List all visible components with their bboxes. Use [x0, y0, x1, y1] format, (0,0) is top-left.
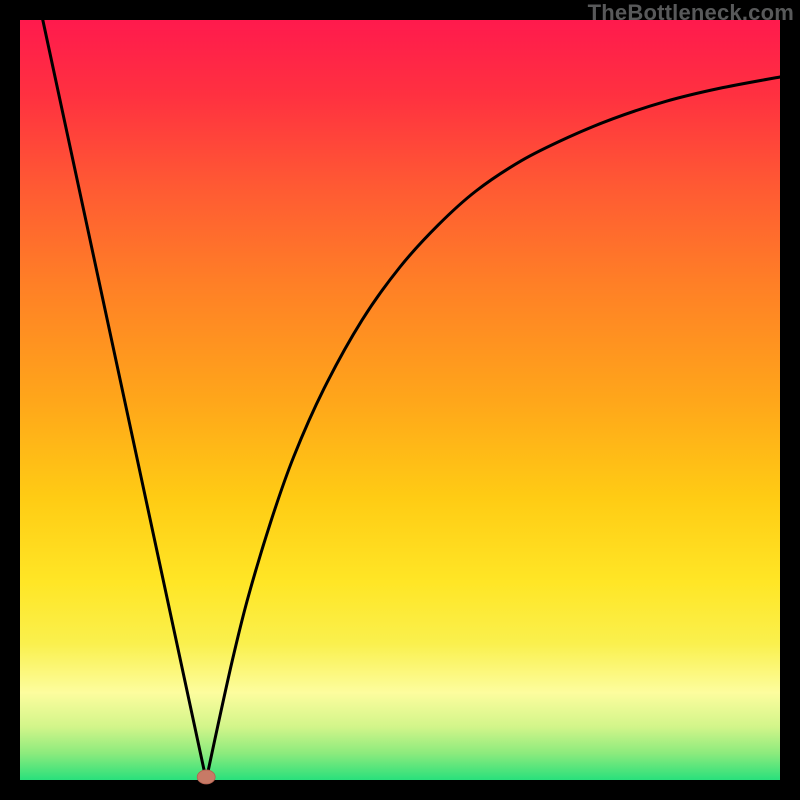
curve-layer	[20, 20, 780, 780]
chart-container: TheBottleneck.com	[0, 0, 800, 800]
watermark-text: TheBottleneck.com	[588, 0, 794, 26]
optimum-marker	[197, 770, 215, 784]
bottleneck-curve	[43, 20, 780, 780]
plot-area	[20, 20, 780, 780]
